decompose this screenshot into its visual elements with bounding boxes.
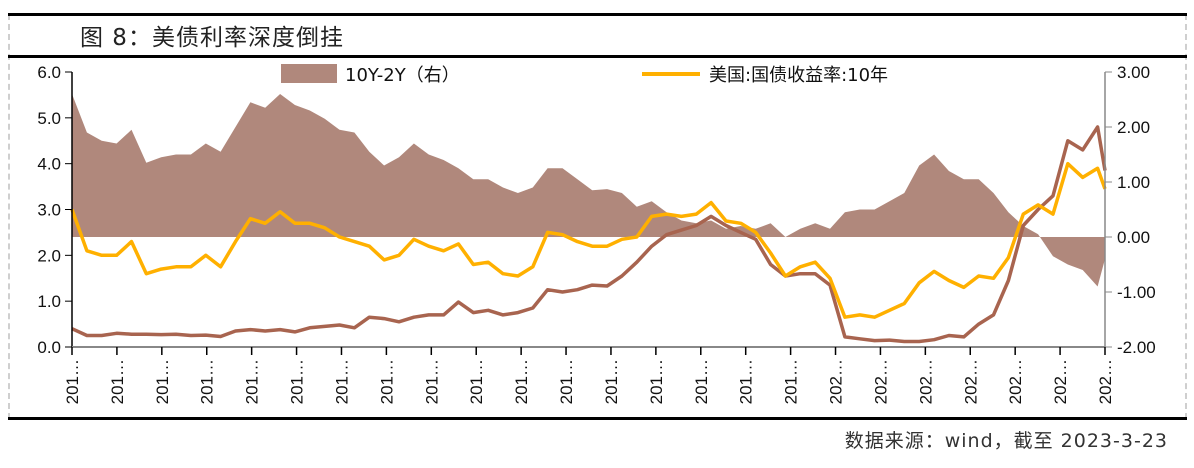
left-axis-tick-label: 5.0	[37, 109, 61, 128]
x-axis-tick-label: 201…	[332, 359, 351, 404]
x-axis-tick-label: 201…	[108, 359, 127, 404]
frame-border-right	[1185, 14, 1187, 419]
x-axis-tick-label: 201…	[198, 359, 217, 404]
right-axis-tick-label: 3.00	[1117, 63, 1150, 82]
spread-area	[72, 94, 1105, 287]
x-axis-tick-label: 202…	[961, 359, 980, 404]
x-axis-tick-label: 202…	[916, 359, 935, 404]
x-axis-tick-label: 201…	[467, 359, 486, 404]
left-axis-tick-label: 4.0	[37, 155, 61, 174]
ten-year-yield-line	[70, 161, 1107, 319]
figure-title: 图 8：美债利率深度倒挂	[80, 25, 344, 51]
x-axis-tick-label: 201…	[647, 359, 666, 404]
title-rule	[8, 55, 1187, 58]
left-axis-tick-label: 0.0	[37, 338, 61, 357]
x-axis-tick-label: 201…	[737, 359, 756, 404]
bottom-rule	[8, 417, 1187, 420]
x-axis-tick-label: 201…	[422, 359, 441, 404]
frame-border-left	[8, 14, 10, 419]
x-axis-tick-label: 202…	[827, 359, 846, 404]
x-axis-tick-label: 201…	[243, 359, 262, 404]
left-axis-tick-label: 6.0	[37, 63, 61, 82]
top-rule	[8, 13, 1187, 16]
right-axis-tick-label: -1.00	[1117, 283, 1156, 302]
x-axis-tick-label: 202…	[1096, 359, 1115, 404]
right-axis-tick-label: 2.00	[1117, 118, 1150, 137]
right-axis-tick-label: 0.00	[1117, 228, 1150, 247]
source-note: 数据来源：wind，截至 2023-3-23	[844, 430, 1168, 452]
legend-label-10y: 美国:国债收益率:10年	[709, 65, 888, 86]
two-year-yield-line	[71, 125, 1107, 344]
x-axis-tick-label: 202…	[871, 359, 890, 404]
x-axis-tick-label: 201…	[63, 359, 82, 404]
legend-label-spread: 10Y-2Y（右）	[345, 65, 460, 86]
x-axis-tick-label: 201…	[377, 359, 396, 404]
x-axis-tick-label: 201…	[153, 359, 172, 404]
plot-area	[70, 94, 1107, 344]
x-axis-tick-label: 201…	[288, 359, 307, 404]
x-axis-tick-label: 201…	[782, 359, 801, 404]
left-axis-tick-label: 2.0	[37, 246, 61, 265]
x-axis-tick-label: 201…	[557, 359, 576, 404]
x-axis-tick-label: 202…	[1006, 359, 1025, 404]
x-axis-tick-label: 201…	[512, 359, 531, 404]
axes: 0.0 1.0 2.0 3.0 4.0 5.0 6.0 -2.00 -1.00 0.00 1.00 2…	[37, 63, 1155, 404]
left-axis-tick-label: 1.0	[37, 292, 61, 311]
left-axis-tick-label: 3.0	[37, 201, 61, 220]
x-axis-tick-label: 201…	[602, 359, 621, 404]
right-axis-tick-label: 1.00	[1117, 173, 1150, 192]
legend: 10Y-2Y（右） 美国:国债收益率:10年	[281, 64, 888, 86]
x-axis-tick-label: 202…	[1051, 359, 1070, 404]
x-axis-tick-label: 201…	[692, 359, 711, 404]
right-axis-tick-label: -2.00	[1117, 338, 1156, 357]
legend-swatch-spread	[281, 64, 337, 83]
